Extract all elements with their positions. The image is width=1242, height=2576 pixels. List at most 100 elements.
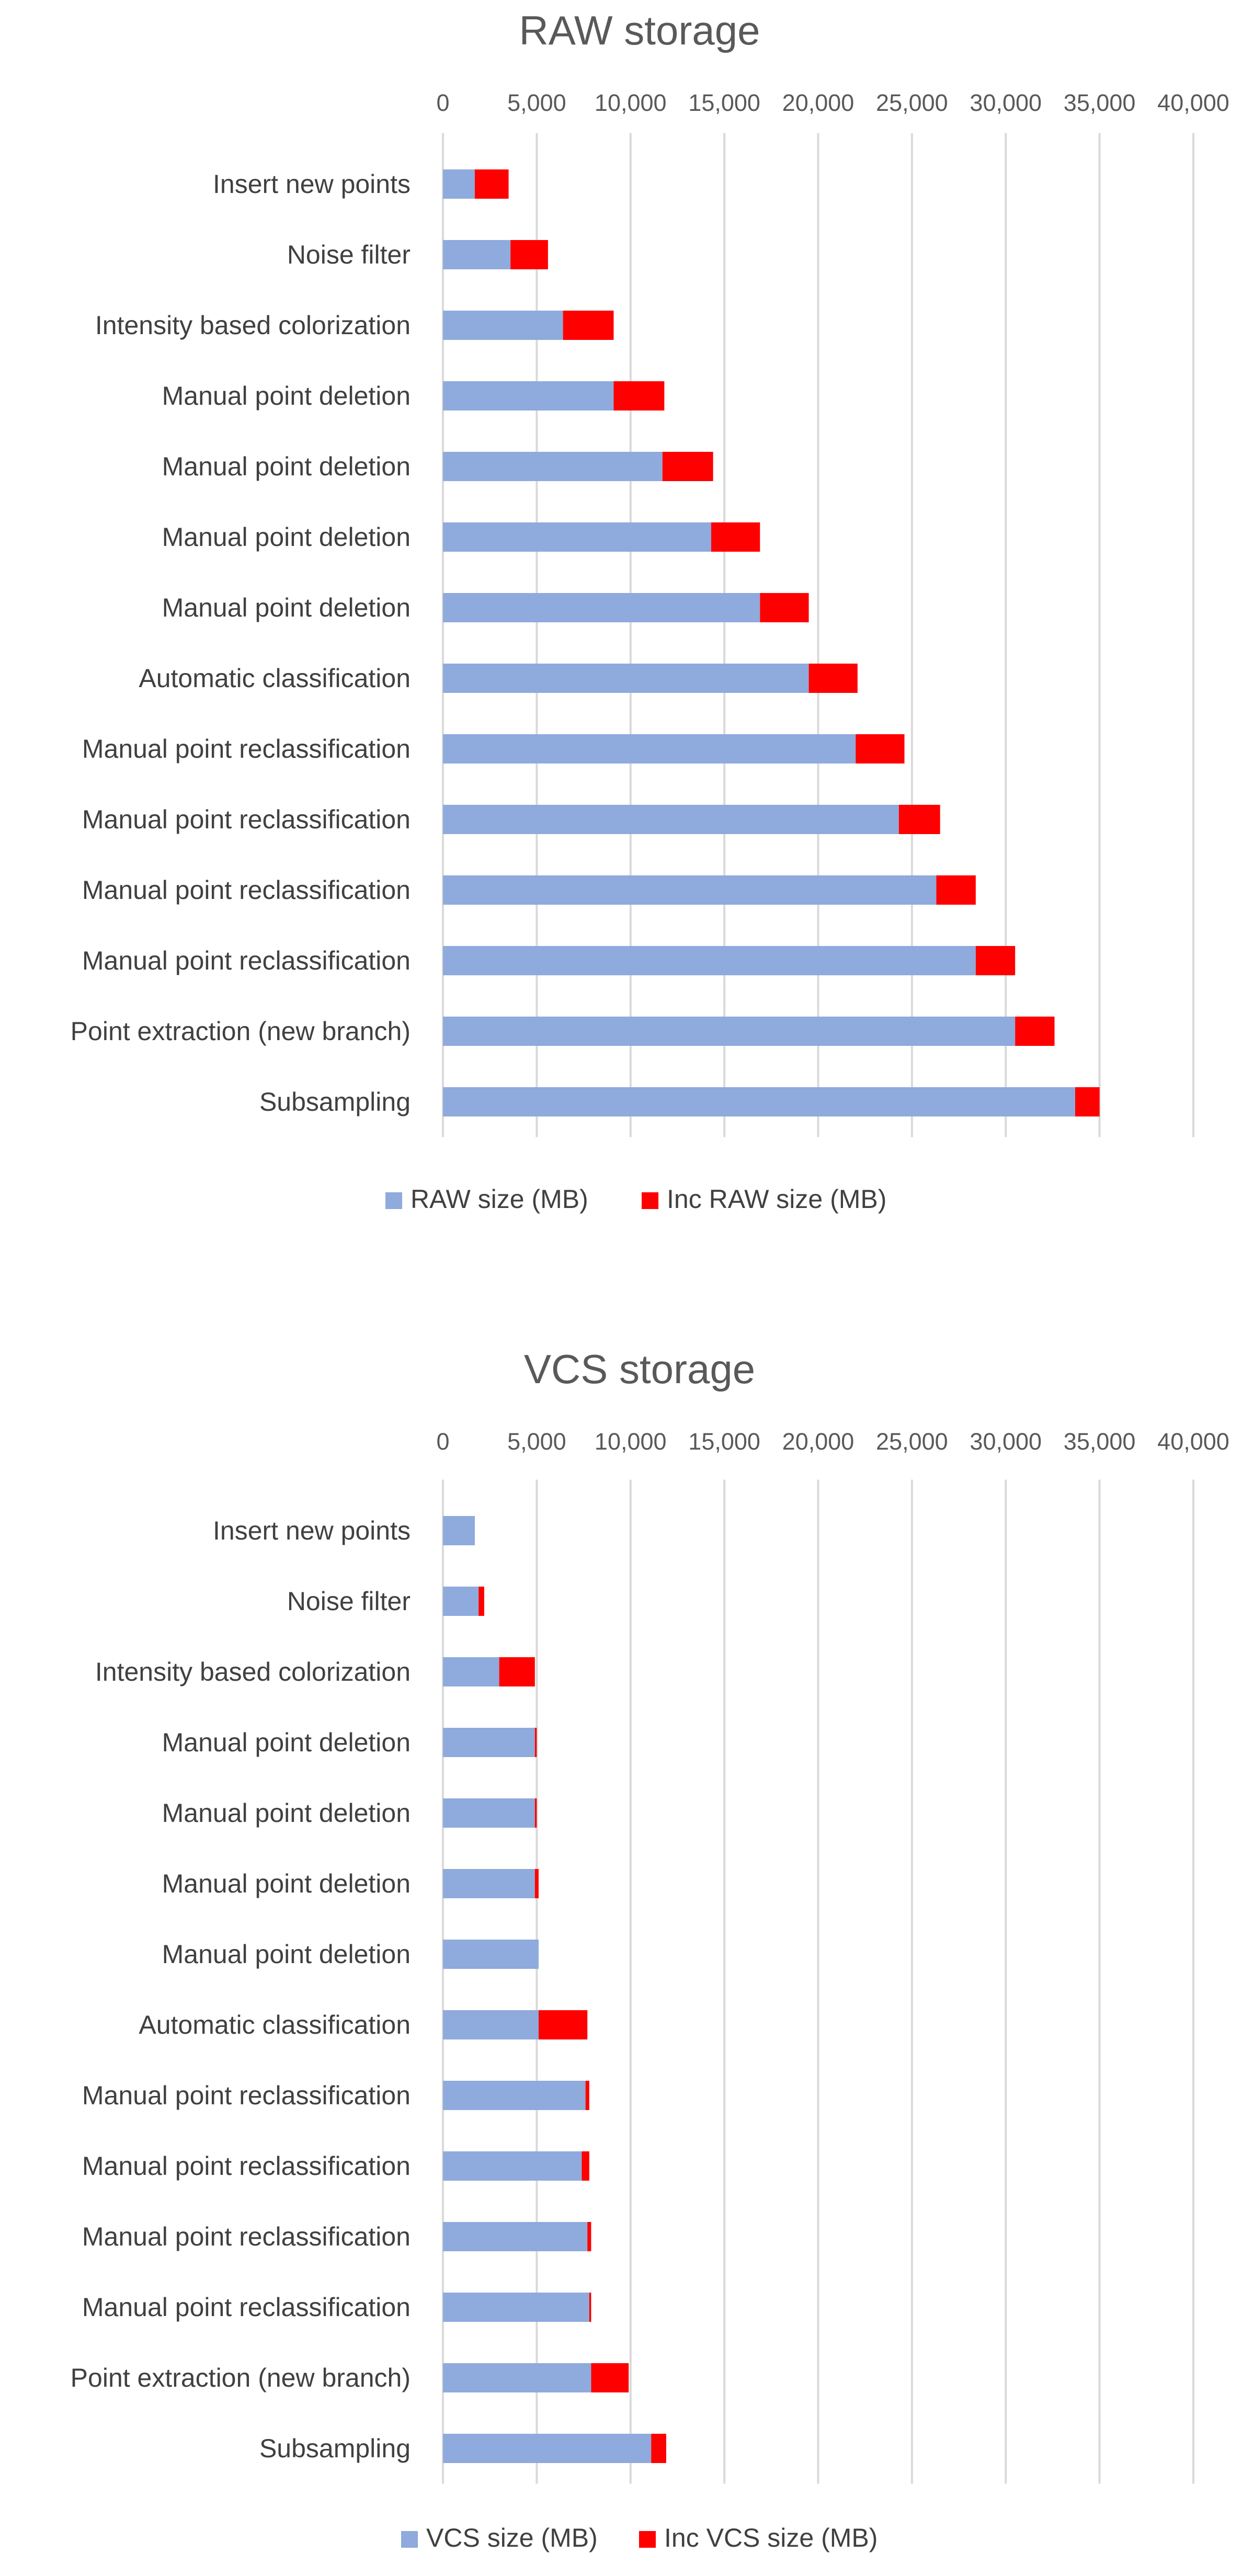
category-label: Subsampling bbox=[259, 2434, 411, 2463]
bar-increment bbox=[582, 2151, 589, 2181]
category-label: Manual point deletion bbox=[162, 1940, 411, 1969]
category-label: Manual point reclassification bbox=[82, 946, 411, 975]
category-label: Manual point deletion bbox=[162, 381, 411, 411]
bar-size bbox=[443, 593, 760, 622]
bar-increment bbox=[856, 734, 905, 763]
x-tick-label: 0 bbox=[436, 89, 449, 116]
bar-size bbox=[443, 1087, 1075, 1116]
x-tick-label: 20,000 bbox=[782, 89, 854, 116]
chart-vcs: VCS storage 0 5,000 10,000 15,000 20,000 25,00… bbox=[71, 1346, 1229, 2552]
category-label: Insert new points bbox=[213, 1516, 411, 1545]
bar-increment bbox=[613, 381, 665, 411]
category-label: Manual point reclassification bbox=[82, 2081, 411, 2110]
bar-size bbox=[443, 1516, 475, 1545]
bar-increment bbox=[499, 1657, 535, 1686]
x-tick-label: 35,000 bbox=[1064, 1428, 1136, 1455]
bar-size bbox=[443, 1798, 535, 1828]
bar-size bbox=[443, 381, 614, 411]
bar-size bbox=[443, 2010, 539, 2039]
category-label: Manual point deletion bbox=[162, 593, 411, 622]
bar-increment bbox=[808, 664, 858, 693]
bar-size bbox=[443, 1657, 499, 1686]
bar-size bbox=[443, 522, 712, 552]
bar-size bbox=[443, 805, 899, 834]
x-tick-label: 30,000 bbox=[970, 89, 1042, 116]
category-label: Point extraction (new branch) bbox=[71, 2363, 411, 2392]
x-tick-label: 15,000 bbox=[688, 1428, 760, 1455]
legend-label: RAW size (MB) bbox=[411, 1184, 588, 1214]
bar-size bbox=[443, 169, 475, 199]
bar-size bbox=[443, 240, 511, 269]
category-label: Manual point reclassification bbox=[82, 2222, 411, 2251]
x-tick-label: 15,000 bbox=[688, 89, 760, 116]
category-label: Manual point reclassification bbox=[82, 2293, 411, 2322]
bar-size bbox=[443, 664, 809, 693]
category-label: Insert new points bbox=[213, 169, 411, 199]
bar-increment bbox=[563, 311, 614, 340]
legend-swatch bbox=[401, 2531, 418, 2548]
bar-size bbox=[443, 1940, 539, 1969]
x-tick-label: 40,000 bbox=[1157, 1428, 1229, 1455]
legend-label: Inc VCS size (MB) bbox=[664, 2523, 878, 2552]
category-label: Manual point reclassification bbox=[82, 875, 411, 905]
x-tick-label: 20,000 bbox=[782, 1428, 854, 1455]
category-label: Manual point deletion bbox=[162, 452, 411, 481]
chart-title: VCS storage bbox=[524, 1346, 755, 1392]
bar-increment bbox=[711, 522, 760, 552]
bar-size bbox=[443, 2151, 582, 2181]
chart-title: RAW storage bbox=[519, 7, 760, 53]
category-label: Manual point reclassification bbox=[82, 2151, 411, 2181]
bar-increment bbox=[591, 2363, 629, 2392]
legend-swatch bbox=[385, 1192, 402, 1209]
legend-label: VCS size (MB) bbox=[426, 2523, 598, 2552]
bar-increment bbox=[534, 1798, 537, 1828]
bar-increment bbox=[662, 452, 713, 481]
bar-increment bbox=[651, 2434, 666, 2463]
bar-increment bbox=[534, 1728, 537, 1757]
x-tick-label: 25,000 bbox=[876, 89, 948, 116]
bar-increment bbox=[975, 946, 1016, 975]
category-label: Subsampling bbox=[259, 1087, 411, 1116]
bar-increment bbox=[474, 169, 509, 199]
category-label: Manual point deletion bbox=[162, 1728, 411, 1757]
bar-increment bbox=[1075, 1087, 1100, 1116]
category-label: Noise filter bbox=[287, 240, 411, 269]
bar-size bbox=[443, 2293, 589, 2322]
bar-increment bbox=[534, 1869, 539, 1898]
bar-size bbox=[443, 452, 663, 481]
category-label: Manual point deletion bbox=[162, 1869, 411, 1898]
bar-size bbox=[443, 311, 563, 340]
bar-size bbox=[443, 1017, 1016, 1046]
category-label: Noise filter bbox=[287, 1587, 411, 1616]
bar-increment bbox=[936, 875, 976, 905]
category-label: Automatic classification bbox=[139, 664, 411, 693]
x-tick-label: 10,000 bbox=[595, 1428, 667, 1455]
bar-size bbox=[443, 2222, 588, 2251]
bar-increment bbox=[898, 805, 940, 834]
bar-increment bbox=[1015, 1017, 1055, 1046]
category-label: Point extraction (new branch) bbox=[71, 1017, 411, 1046]
x-tick-label: 0 bbox=[436, 1428, 449, 1455]
bar-increment bbox=[760, 593, 809, 622]
x-tick-label: 10,000 bbox=[595, 89, 667, 116]
x-tick-label: 35,000 bbox=[1064, 89, 1136, 116]
bar-increment bbox=[589, 2293, 591, 2322]
bar-increment bbox=[587, 2222, 591, 2251]
bar-increment bbox=[538, 2010, 588, 2039]
category-label: Intensity based colorization bbox=[95, 1657, 411, 1686]
bar-size bbox=[443, 875, 937, 905]
category-label: Intensity based colorization bbox=[95, 311, 411, 340]
bar-increment bbox=[510, 240, 548, 269]
bar-size bbox=[443, 2434, 652, 2463]
bar-size bbox=[443, 1728, 535, 1757]
bar-size bbox=[443, 1587, 479, 1616]
x-tick-label: 25,000 bbox=[876, 1428, 948, 1455]
bar-increment bbox=[585, 2081, 589, 2110]
bar-size bbox=[443, 734, 856, 763]
x-tick-label: 5,000 bbox=[507, 1428, 566, 1455]
legend-swatch bbox=[639, 2531, 656, 2548]
category-label: Manual point deletion bbox=[162, 522, 411, 552]
legend-label: Inc RAW size (MB) bbox=[667, 1184, 886, 1214]
x-tick-label: 5,000 bbox=[507, 89, 566, 116]
category-label: Manual point deletion bbox=[162, 1798, 411, 1828]
